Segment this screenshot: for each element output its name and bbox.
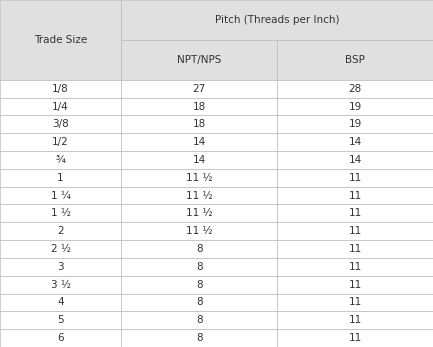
Text: 4: 4: [57, 297, 64, 307]
Text: 2 ½: 2 ½: [51, 244, 71, 254]
Text: ¾: ¾: [55, 155, 66, 165]
Bar: [0, 98, 121, 116]
Bar: [277, 40, 433, 80]
Text: 19: 19: [349, 102, 362, 111]
Bar: [0, 294, 121, 311]
Bar: [277, 116, 433, 133]
Bar: [121, 240, 277, 258]
Text: 14: 14: [193, 137, 206, 147]
Bar: [0, 276, 121, 294]
Text: 11: 11: [349, 191, 362, 201]
Bar: [277, 204, 433, 222]
Bar: [0, 80, 121, 98]
Text: 3/8: 3/8: [52, 119, 69, 129]
Bar: [121, 258, 277, 276]
Bar: [277, 329, 433, 347]
Bar: [121, 116, 277, 133]
Bar: [0, 258, 121, 276]
Text: 1 ½: 1 ½: [51, 209, 71, 218]
Bar: [277, 80, 433, 98]
Bar: [121, 311, 277, 329]
Bar: [277, 133, 433, 151]
Bar: [121, 151, 277, 169]
Text: 5: 5: [57, 315, 64, 325]
Text: Trade Size: Trade Size: [34, 35, 87, 45]
Bar: [121, 80, 277, 98]
Text: 11: 11: [349, 173, 362, 183]
Text: 18: 18: [193, 102, 206, 111]
Text: 11 ½: 11 ½: [186, 191, 213, 201]
Bar: [277, 169, 433, 187]
Text: 8: 8: [196, 262, 203, 272]
Text: 11 ½: 11 ½: [186, 173, 213, 183]
Text: 3 ½: 3 ½: [51, 280, 71, 290]
Bar: [121, 133, 277, 151]
Bar: [0, 311, 121, 329]
Bar: [121, 222, 277, 240]
Bar: [121, 40, 277, 80]
Text: 1/8: 1/8: [52, 84, 69, 94]
Text: 2: 2: [57, 226, 64, 236]
Text: 1: 1: [57, 173, 64, 183]
Bar: [0, 222, 121, 240]
Bar: [277, 151, 433, 169]
Text: Pitch (Threads per Inch): Pitch (Threads per Inch): [215, 15, 339, 25]
Text: 11: 11: [349, 226, 362, 236]
Text: 11: 11: [349, 333, 362, 343]
Text: 6: 6: [57, 333, 64, 343]
Bar: [0, 116, 121, 133]
Bar: [121, 329, 277, 347]
Bar: [0, 151, 121, 169]
Bar: [0, 240, 121, 258]
Bar: [0, 133, 121, 151]
Text: 11: 11: [349, 297, 362, 307]
Text: 27: 27: [193, 84, 206, 94]
Text: 1/4: 1/4: [52, 102, 69, 111]
Text: 14: 14: [349, 137, 362, 147]
Bar: [277, 240, 433, 258]
Bar: [121, 98, 277, 116]
Bar: [277, 276, 433, 294]
Text: 8: 8: [196, 315, 203, 325]
Text: 18: 18: [193, 119, 206, 129]
Bar: [121, 204, 277, 222]
Text: 28: 28: [349, 84, 362, 94]
Bar: [277, 311, 433, 329]
Bar: [121, 294, 277, 311]
Text: 3: 3: [57, 262, 64, 272]
Text: 14: 14: [349, 155, 362, 165]
Bar: [0, 0, 121, 80]
Bar: [277, 187, 433, 204]
Bar: [277, 98, 433, 116]
Text: 11 ½: 11 ½: [186, 226, 213, 236]
Text: 19: 19: [349, 119, 362, 129]
Bar: [121, 0, 433, 40]
Text: 1 ¼: 1 ¼: [51, 191, 71, 201]
Text: 11: 11: [349, 244, 362, 254]
Bar: [0, 187, 121, 204]
Bar: [277, 294, 433, 311]
Bar: [121, 276, 277, 294]
Text: 11: 11: [349, 209, 362, 218]
Text: 11 ½: 11 ½: [186, 209, 213, 218]
Text: 14: 14: [193, 155, 206, 165]
Text: NPT/NPS: NPT/NPS: [177, 55, 221, 65]
Text: 11: 11: [349, 262, 362, 272]
Text: 11: 11: [349, 315, 362, 325]
Text: 8: 8: [196, 297, 203, 307]
Bar: [0, 169, 121, 187]
Bar: [277, 222, 433, 240]
Bar: [0, 204, 121, 222]
Text: BSP: BSP: [345, 55, 365, 65]
Bar: [277, 258, 433, 276]
Text: 8: 8: [196, 280, 203, 290]
Text: 8: 8: [196, 333, 203, 343]
Text: 11: 11: [349, 280, 362, 290]
Text: 1/2: 1/2: [52, 137, 69, 147]
Bar: [121, 169, 277, 187]
Bar: [0, 329, 121, 347]
Text: 8: 8: [196, 244, 203, 254]
Bar: [121, 187, 277, 204]
